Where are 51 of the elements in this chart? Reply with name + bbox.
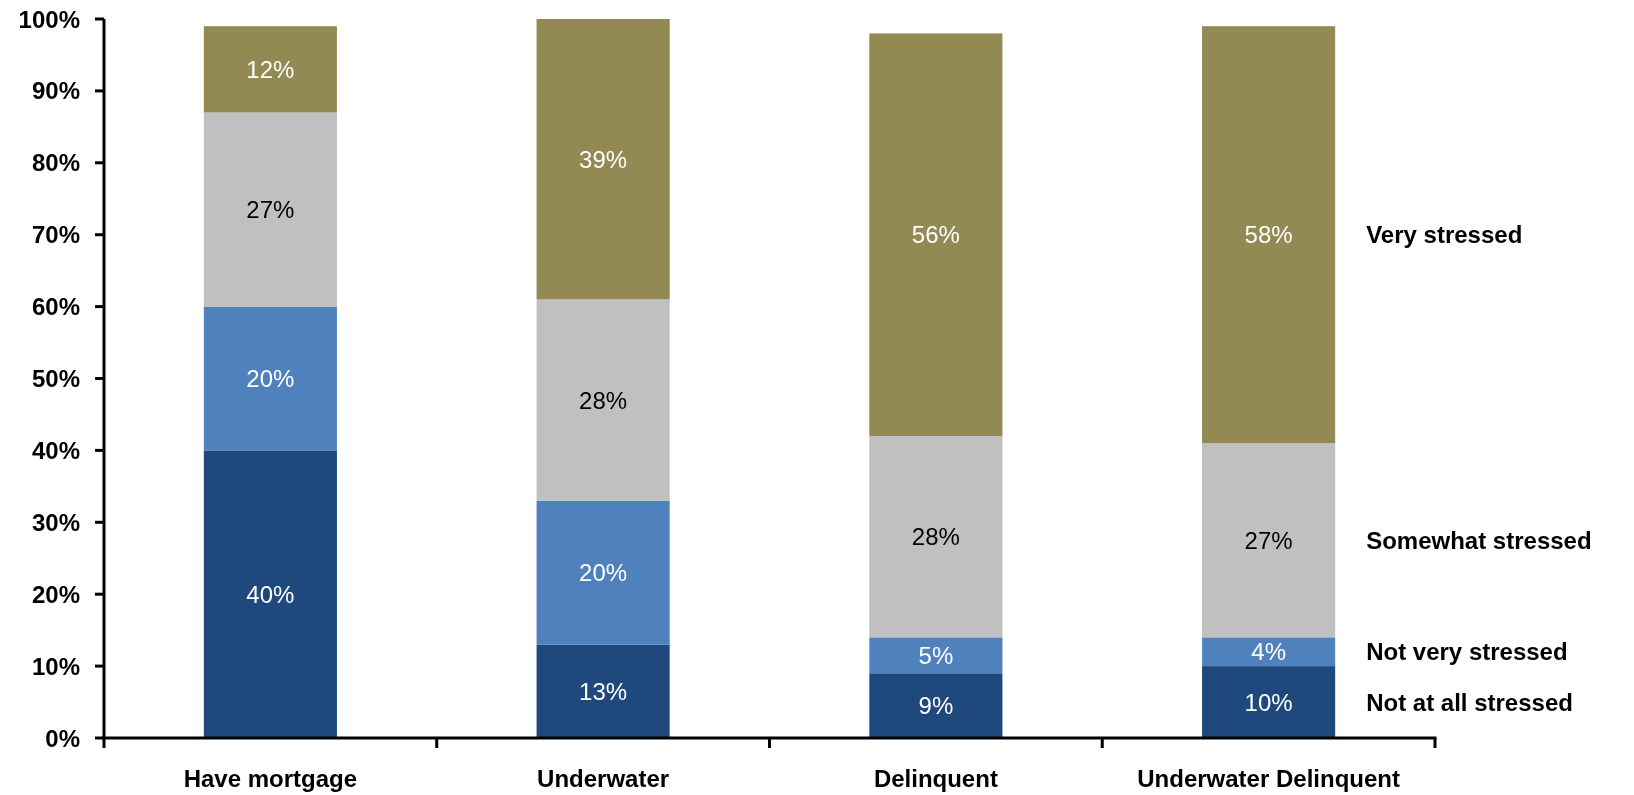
y-tick-label: 40%: [31, 436, 80, 464]
data-label: 20%: [579, 559, 628, 587]
x-tick-label: Have mortgage: [183, 764, 358, 792]
y-tick-label: 10%: [31, 652, 80, 680]
y-tick-label: 0%: [45, 724, 80, 752]
data-label: 10%: [1244, 688, 1293, 716]
y-tick-label: 50%: [31, 365, 80, 392]
data-label: 28%: [911, 523, 960, 551]
y-tick-label: 60%: [31, 293, 80, 321]
bar: [1202, 26, 1336, 444]
data-label: 13%: [579, 677, 628, 705]
y-tick-label: 90%: [31, 77, 80, 105]
y-tick-label: 70%: [31, 221, 80, 249]
bar: [869, 673, 1003, 738]
y-tick-label: 20%: [31, 580, 80, 608]
bar: [1202, 637, 1336, 667]
series-label: Not at all stressed: [1366, 688, 1573, 716]
bar: [1202, 443, 1336, 638]
bar: [869, 33, 1003, 437]
data-label: 39%: [579, 145, 628, 173]
data-label: 56%: [911, 221, 960, 249]
series-label: Somewhat stressed: [1366, 526, 1592, 554]
data-label: 9%: [918, 692, 954, 720]
data-label: 12%: [246, 55, 295, 83]
data-label: 4%: [1251, 638, 1286, 666]
bar: [869, 637, 1003, 674]
bar: [536, 644, 670, 738]
bar: [203, 450, 337, 738]
bar: [203, 26, 337, 113]
y-tick-label: 30%: [31, 508, 80, 536]
x-tick-label: Underwater: [537, 764, 670, 792]
data-label: 20%: [246, 365, 295, 392]
bar: [203, 112, 337, 307]
x-tick-label: Delinquent: [873, 764, 998, 792]
data-label: 58%: [1244, 221, 1293, 249]
bar: [536, 299, 670, 501]
data-label: 28%: [579, 386, 628, 414]
bar: [203, 306, 337, 451]
data-label: 40%: [246, 580, 295, 608]
bar: [869, 436, 1003, 638]
series-label: Very stressed: [1366, 221, 1523, 249]
bar: [536, 500, 670, 645]
y-tick-label: 100%: [18, 5, 80, 33]
bar: [536, 19, 670, 300]
data-label: 5%: [918, 641, 954, 669]
data-label: 27%: [246, 196, 295, 224]
x-tick-label: Underwater Delinquent: [1137, 764, 1400, 792]
y-tick-label: 80%: [31, 149, 80, 177]
series-label: Not very stressed: [1366, 638, 1568, 666]
data-label: 27%: [1244, 526, 1293, 554]
bar: [1202, 666, 1336, 738]
